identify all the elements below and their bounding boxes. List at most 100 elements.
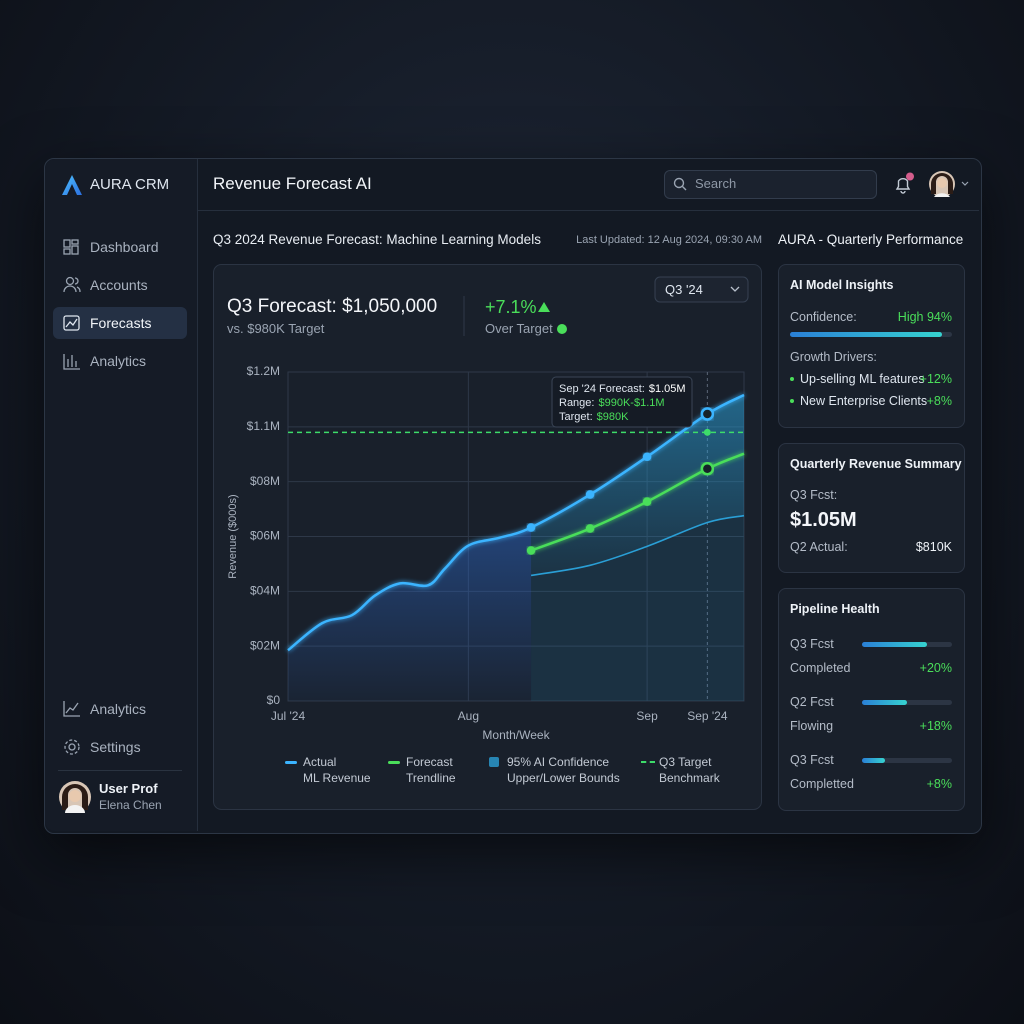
pipeline-label: Q2 Fcst [790, 695, 834, 709]
search-box[interactable] [664, 170, 877, 199]
nav-item[interactable]: Analytics [90, 701, 147, 717]
pipeline-status: Flowing [790, 719, 834, 733]
legend-item: Actual ML Revenue [285, 754, 371, 786]
header-divider [198, 210, 979, 211]
card-title: Pipeline Health [790, 602, 880, 616]
x-tick-label: Jul '24 [271, 709, 306, 723]
x-axis-label: Month/Week [482, 728, 550, 742]
tooltip-line: Sep '24 Forecast: $1.05M [559, 383, 686, 395]
header-avatar[interactable] [928, 170, 972, 198]
point [526, 523, 536, 532]
driver-text: New Enterprise Clients [800, 394, 928, 408]
tooltip-value: $1.05M [649, 383, 686, 395]
pipeline-change: +8% [926, 777, 952, 791]
nav-active-bg [53, 307, 187, 339]
bullet [790, 399, 794, 403]
search-placeholder: Search [695, 176, 737, 191]
sidebar [45, 159, 198, 831]
y-tick-label: $1.1M [247, 419, 280, 433]
pipeline-change: +18% [919, 719, 952, 733]
point [526, 546, 536, 555]
actual-area [288, 527, 532, 701]
legend-swatch [641, 761, 655, 763]
y-tick-label: $06M [250, 529, 280, 543]
y-tick-label: $02M [250, 638, 280, 652]
pipeline-status: Completted [790, 777, 854, 791]
progress-bar [862, 700, 907, 705]
nav-item[interactable]: Forecasts [90, 315, 152, 331]
card-title: Quarterly Revenue Summary [790, 457, 962, 471]
kpi-title: Q3 Forecast: $1,050,000 [227, 296, 438, 317]
nav-item[interactable]: Accounts [90, 277, 148, 293]
actual-label: Q2 Actual: [790, 540, 848, 554]
legend-item: Forecast Trendline [388, 754, 456, 786]
band-floor [531, 515, 744, 701]
sidebar-divider [58, 770, 182, 771]
tooltip-label: Sep '24 Forecast: [559, 383, 645, 395]
legend-swatch [285, 761, 297, 764]
nav-bottom-icons [63, 701, 80, 755]
nav-item[interactable]: Settings [90, 739, 141, 755]
highlight-point [700, 407, 715, 421]
pipeline-change: +20% [919, 661, 952, 675]
pipeline-label: Q3 Fcst [790, 637, 834, 651]
tooltip-value: $990K-$1.1M [598, 397, 664, 409]
x-tick-label: Aug [458, 709, 479, 723]
user-avatar [59, 781, 91, 813]
summary-card [778, 443, 965, 573]
page-title: Revenue Forecast AI [213, 174, 372, 193]
nav-item[interactable]: Dashboard [90, 239, 159, 255]
legend-item: 95% AI Confidence Upper/Lower Bounds [489, 754, 620, 786]
legend-swatch [489, 757, 499, 767]
legend-swatch [388, 761, 400, 764]
driver-value: +8% [926, 394, 952, 408]
user-name: User Prof [99, 781, 158, 796]
y-tick-label: $0 [267, 693, 281, 707]
tooltip-line: Range: $990K-$1.1M [559, 397, 665, 409]
tooltip-value: $980K [597, 411, 629, 423]
pipeline-label: Q3 Fcst [790, 753, 834, 767]
legend-label: Forecast Trendline [406, 755, 456, 785]
highlight-point [700, 462, 715, 476]
user-subtitle: Elena Chen [99, 798, 162, 812]
card-title: AI Model Insights [790, 278, 894, 292]
pipeline-status: Completed [790, 661, 851, 675]
progress-bar [862, 642, 927, 647]
bullet [790, 377, 794, 381]
period-dropdown[interactable] [654, 276, 749, 303]
nav-item[interactable]: Analytics [90, 353, 147, 369]
legend-label: 95% AI Confidence Upper/Lower Bounds [507, 755, 620, 785]
logo-icon [62, 175, 82, 195]
logo-text: AURA CRM [90, 176, 170, 193]
forecast-value: $1.05M [790, 509, 857, 531]
point [585, 490, 595, 499]
tooltip-label: Target: [559, 411, 593, 423]
notification-bell[interactable] [893, 172, 917, 196]
x-tick-label: Sep [636, 709, 658, 723]
point [642, 497, 652, 506]
tooltip-box [551, 376, 693, 428]
dropdown-chevron [730, 286, 740, 292]
legend-label: Q3 Target Benchmark [659, 755, 720, 785]
nav-icons [63, 239, 81, 370]
kpi-change-label: Over Target [485, 321, 553, 336]
forecast-label: Q3 Fcst: [790, 488, 838, 502]
search-icon [673, 177, 687, 191]
kpi-subtitle: vs. $980K Target [227, 321, 325, 336]
drivers-title: Growth Drivers: [790, 350, 877, 364]
sidebar-title: AURA - Quarterly Performance [778, 232, 964, 247]
progress-bar [862, 758, 885, 763]
last-updated: Last Updated: 12 Aug 2024, 09:30 AM [576, 234, 762, 246]
section-heading: Q3 2024 Revenue Forecast: Machine Learni… [213, 232, 541, 247]
progress-track [790, 332, 952, 337]
driver-text: Up-selling ML features [800, 372, 925, 386]
target-point [703, 428, 711, 436]
y-tick-label: $04M [250, 584, 280, 598]
point [585, 524, 595, 533]
y-tick-label: $08M [250, 474, 280, 488]
progress-track [862, 700, 952, 705]
insights-card [778, 264, 965, 428]
legend-item: Q3 Target Benchmark [641, 754, 720, 786]
info-icon [557, 324, 567, 334]
